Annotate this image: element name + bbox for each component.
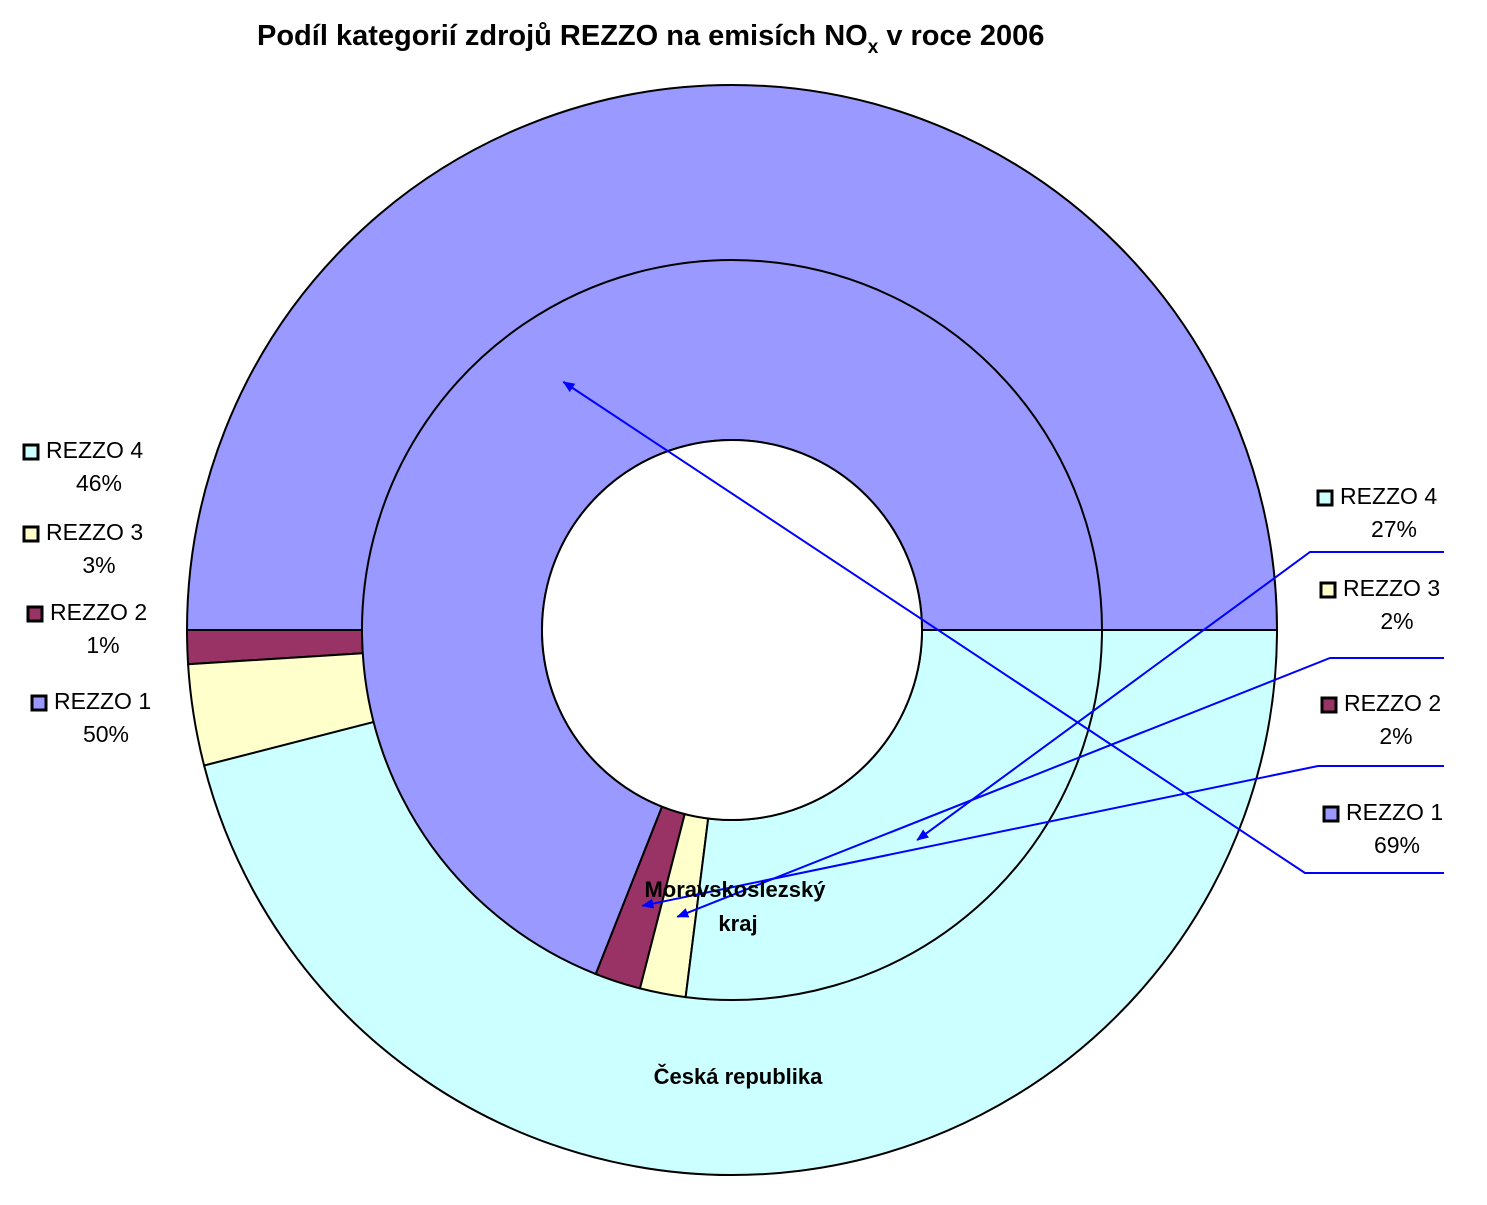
leader-line-rezzo-3 — [676, 657, 1444, 918]
legend-outer-ring: REZZO 4 46% REZZO 3 3% REZZO 2 1% REZZO 1 50% — [22, 437, 151, 747]
inner-legend-rezzo-1-percent: 69% — [1374, 832, 1420, 858]
outer-legend-rezzo-2-percent: 1% — [86, 632, 119, 658]
outer-ring — [185, 84, 1279, 1177]
outer-legend-rezzo-1-swatch — [30, 694, 48, 712]
outer-legend-rezzo-4-swatch — [22, 443, 40, 461]
inner-legend-rezzo-4-percent: 27% — [1371, 516, 1417, 542]
leader-lines — [562, 381, 1444, 918]
leader-line-rezzo-1 — [562, 381, 1444, 874]
chart-title: Podíl kategorií zdrojů REZZO na emisích … — [257, 20, 1044, 58]
legend-inner-ring: REZZO 4 27% REZZO 3 2% REZZO 2 2% REZZO 1 69% — [1316, 483, 1443, 858]
chart-title-subscript: x — [868, 37, 879, 58]
inner-ring — [361, 259, 1104, 1001]
inner-ring-name-line-2: kraj — [718, 911, 757, 936]
inner-legend-rezzo-4-name: REZZO 4 — [1340, 483, 1437, 509]
outer-legend-rezzo-1-percent: 50% — [83, 721, 129, 747]
outer-legend-rezzo-2-name: REZZO 2 — [50, 599, 147, 625]
outer-legend-rezzo-2-swatch — [26, 605, 44, 623]
inner-legend-rezzo-2-percent: 2% — [1379, 723, 1412, 749]
inner-legend-rezzo-1-name: REZZO 1 — [1346, 799, 1443, 825]
chart-title-tail: v roce 2006 — [878, 20, 1044, 52]
inner-legend-rezzo-3-name: REZZO 3 — [1343, 575, 1440, 601]
leader-line-rezzo-4 — [916, 551, 1444, 841]
inner-ring-name-line-1: Moravskoslezský — [644, 877, 826, 902]
inner-legend-rezzo-2-name: REZZO 2 — [1344, 690, 1441, 716]
outer-legend-rezzo-4-name: REZZO 4 — [46, 437, 143, 463]
chart-title-main: Podíl kategorií zdrojů REZZO na emisích … — [257, 20, 868, 52]
inner-legend-rezzo-4-swatch — [1316, 489, 1334, 507]
inner-legend-rezzo-3-swatch — [1319, 581, 1337, 599]
donut-hole — [541, 439, 923, 821]
outer-legend-rezzo-1-name: REZZO 1 — [54, 688, 151, 714]
leader-line-rezzo-2 — [641, 765, 1444, 909]
inner-legend-rezzo-1-swatch — [1322, 805, 1340, 823]
inner-legend-rezzo-2-swatch — [1320, 696, 1338, 714]
inner-ring-name: Moravskoslezský kraj — [644, 877, 831, 936]
inner-legend-rezzo-3-percent: 2% — [1380, 608, 1413, 634]
outer-legend-rezzo-3-swatch — [22, 525, 40, 543]
outer-legend-rezzo-4-percent: 46% — [76, 470, 122, 496]
outer-legend-rezzo-3-percent: 3% — [82, 552, 115, 578]
outer-ring-name: Česká republika — [654, 1064, 824, 1089]
outer-legend-rezzo-3-name: REZZO 3 — [46, 519, 143, 545]
